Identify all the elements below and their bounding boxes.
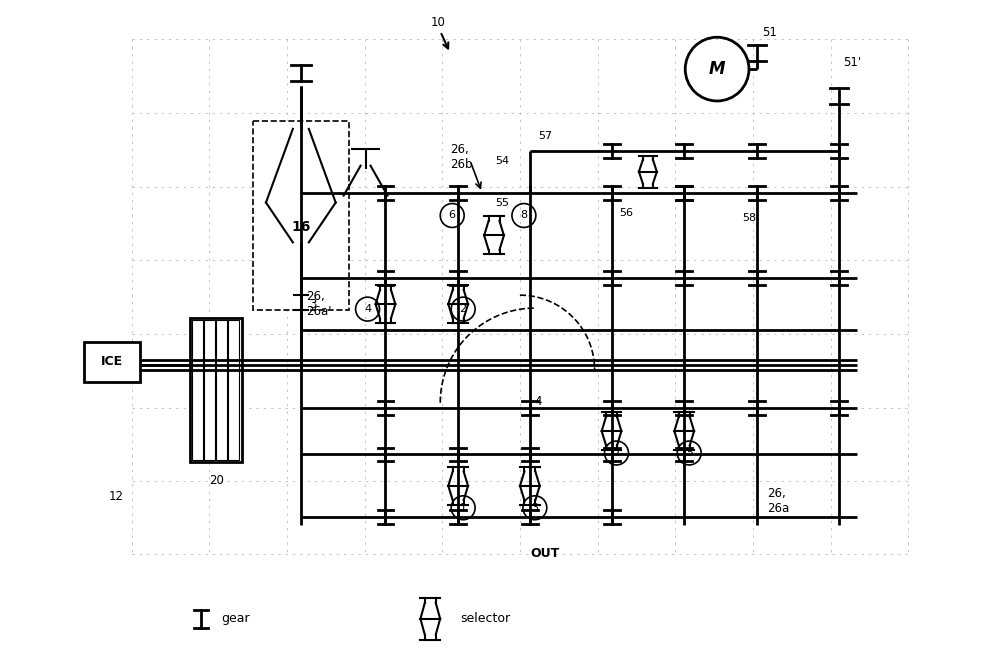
Text: 7: 7 (613, 448, 620, 458)
Text: 1: 1 (460, 503, 467, 513)
FancyBboxPatch shape (192, 319, 203, 460)
Text: 6: 6 (449, 211, 456, 221)
Text: 5: 5 (686, 448, 693, 458)
FancyBboxPatch shape (253, 121, 349, 310)
Text: 10: 10 (430, 16, 445, 29)
Text: OUT: OUT (530, 547, 559, 560)
Text: 51': 51' (844, 56, 862, 69)
Text: 26,
26b: 26, 26b (450, 143, 473, 171)
Text: 56: 56 (620, 207, 634, 217)
Text: selector: selector (460, 612, 510, 625)
Text: 55: 55 (495, 197, 509, 207)
Text: 8: 8 (520, 211, 527, 221)
FancyBboxPatch shape (216, 319, 227, 460)
FancyBboxPatch shape (228, 319, 239, 460)
Text: 57: 57 (538, 131, 552, 141)
Text: 2: 2 (460, 304, 467, 314)
Text: gear: gear (221, 612, 250, 625)
Text: 20: 20 (209, 474, 224, 487)
Text: 58: 58 (742, 213, 756, 223)
FancyBboxPatch shape (84, 342, 140, 382)
Text: ICE: ICE (101, 356, 123, 368)
Text: 3: 3 (309, 297, 316, 311)
Text: 16: 16 (291, 221, 311, 234)
Text: 54: 54 (495, 155, 509, 165)
Text: 4: 4 (364, 304, 371, 314)
Text: 26,
26a': 26, 26a' (306, 290, 331, 318)
Text: 3: 3 (531, 503, 538, 513)
Text: 4: 4 (535, 395, 542, 408)
FancyBboxPatch shape (204, 319, 215, 460)
Text: 26,
26a: 26, 26a (767, 488, 789, 516)
Text: M: M (709, 60, 725, 78)
Text: 12: 12 (109, 490, 124, 503)
Text: 51: 51 (762, 26, 777, 39)
